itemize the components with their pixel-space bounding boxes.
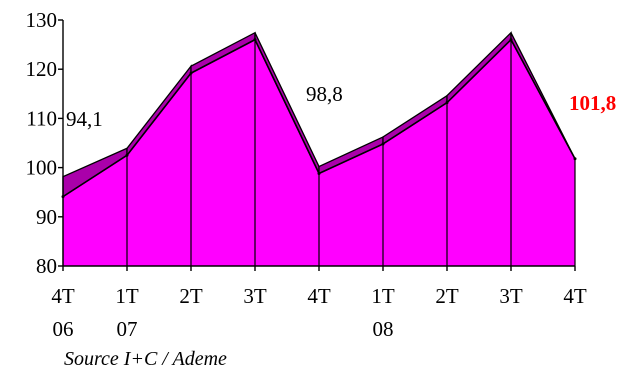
- y-tick-label-1: 90: [36, 205, 57, 229]
- x-tick-label-0: 4T: [51, 284, 75, 308]
- y-tick-label-4: 120: [26, 57, 58, 81]
- x-tick-label-4: 4T: [307, 284, 331, 308]
- y-tick-label-2: 100: [26, 156, 58, 180]
- data-point-1: [125, 153, 129, 157]
- data-label-8: 101,8: [569, 91, 616, 115]
- x-tick-label-2: 2T: [179, 284, 203, 308]
- x-tick-label-7: 3T: [499, 284, 523, 308]
- x-tick-label-1: 1T: [115, 284, 139, 308]
- x-tick-label-3: 3T: [243, 284, 267, 308]
- data-point-7: [509, 38, 513, 42]
- x-tick-label-8: 4T: [563, 284, 587, 308]
- x-tick-sublabel-5: 08: [373, 317, 394, 341]
- x-tick-label-6: 2T: [435, 284, 459, 308]
- data-point-3: [253, 38, 257, 42]
- y-tick-label-0: 80: [36, 254, 57, 278]
- data-point-4: [317, 172, 321, 176]
- x-tick-sublabel-1: 07: [117, 317, 138, 341]
- x-tick-sublabel-0: 06: [53, 317, 74, 341]
- data-point-2: [189, 71, 193, 75]
- data-point-5: [381, 142, 385, 146]
- chart-source-note: Source I+C / Ademe: [64, 348, 227, 370]
- x-tick-label-5: 1T: [371, 284, 395, 308]
- data-label-4: 98,8: [306, 82, 343, 106]
- data-point-8: [573, 157, 577, 161]
- y-tick-label-3: 110: [26, 106, 57, 130]
- y-tick-label-5: 130: [26, 8, 58, 32]
- data-label-0: 94,1: [66, 107, 103, 131]
- data-point-6: [445, 101, 449, 105]
